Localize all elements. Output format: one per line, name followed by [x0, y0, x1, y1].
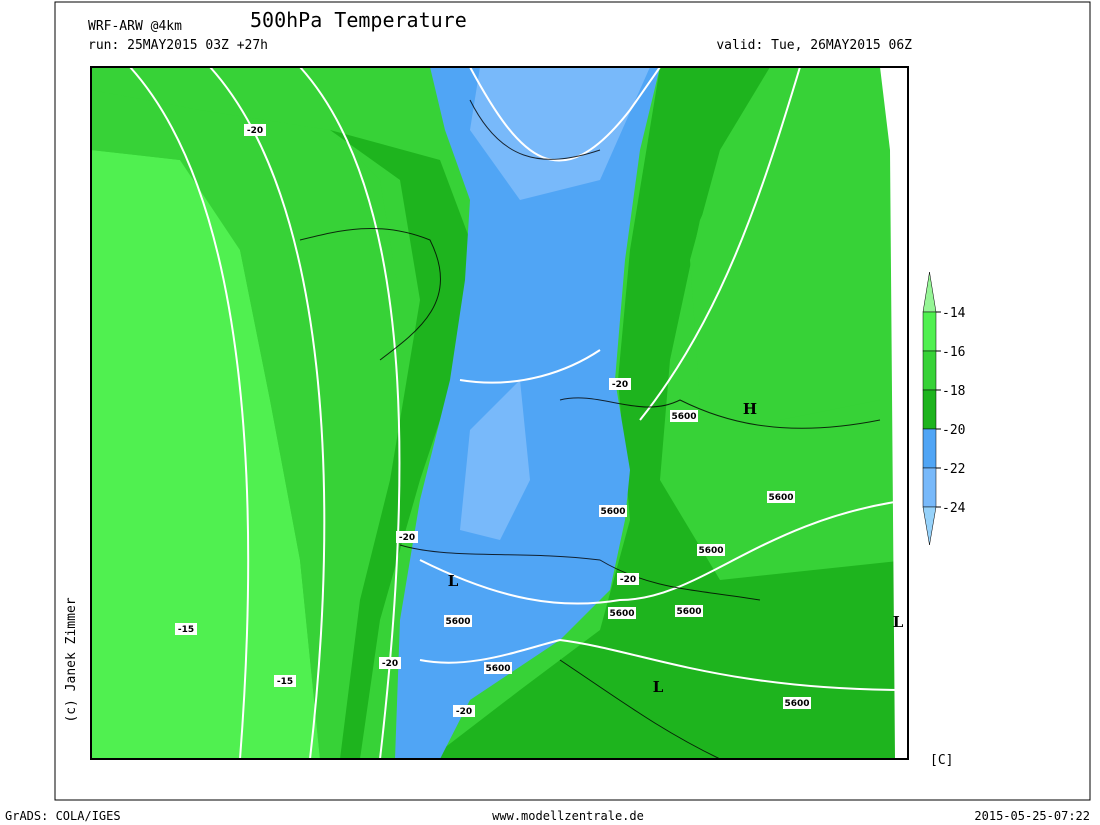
- colorbar-segment: [922, 350, 937, 391]
- contour-labels: -20 -20 -20 -20 -20 -20 -15 -15 5600 5600 5600 5600…: [175, 124, 904, 717]
- valid-label: valid: Tue, 26MAY2015 06Z: [716, 38, 912, 53]
- colorbar-cap: [922, 506, 937, 546]
- contour-label-box: [444, 615, 472, 627]
- contour-label-box: [608, 607, 636, 619]
- contour-label-box: [783, 697, 811, 709]
- contour-label: -15: [178, 625, 194, 635]
- contour-label: 5600: [768, 493, 793, 503]
- pressure-center: L: [653, 678, 664, 696]
- colorbar-label: -14: [942, 306, 966, 321]
- contour-label-box: [244, 124, 266, 136]
- title: 500hPa Temperature: [250, 8, 467, 32]
- contour-label: 5600: [600, 507, 625, 517]
- contour-label: 5600: [784, 699, 809, 709]
- contour-label-box: [379, 657, 401, 669]
- footer-site: www.modellzentrale.de: [492, 809, 644, 823]
- colorbar-label: -16: [942, 345, 965, 360]
- contour-label-box: [617, 573, 639, 585]
- colorbar: -14 -16 -18 -20 -22 -24: [922, 271, 966, 546]
- contour-label-box: [609, 378, 631, 390]
- credit: (c) Janek Zimmer: [64, 597, 79, 722]
- colorbar-label: -18: [942, 384, 965, 399]
- contour-label: 5600: [485, 664, 510, 674]
- contour-label-box: [274, 675, 296, 687]
- contour-label: -20: [456, 707, 472, 717]
- colorbar-segment: [922, 311, 937, 352]
- contour-label-box: [484, 662, 512, 674]
- contour-label: 5600: [609, 609, 634, 619]
- colorbar-label: -20: [942, 423, 965, 438]
- contour-label: 5600: [676, 607, 701, 617]
- contour-label: 5600: [698, 546, 723, 556]
- pressure-center: L: [893, 613, 904, 631]
- map-area: [90, 66, 909, 760]
- contour-label: -15: [277, 677, 293, 687]
- colorbar-label: -22: [942, 462, 965, 477]
- contour-label-box: [599, 505, 627, 517]
- contour-label: -20: [382, 659, 398, 669]
- contour-label: -20: [612, 380, 628, 390]
- footer-timestamp: 2015-05-25-07:22: [974, 809, 1090, 823]
- colorbar-label: -24: [942, 501, 966, 516]
- contour-label-box: [767, 491, 795, 503]
- run-label: run: 25MAY2015 03Z +27h: [88, 38, 268, 53]
- contour-label: 5600: [671, 412, 696, 422]
- pressure-center: L: [448, 572, 459, 590]
- contour-label: -20: [620, 575, 636, 585]
- contour-label-box: [175, 623, 197, 635]
- pressure-center: H: [743, 400, 757, 418]
- contour-label-box: [675, 605, 703, 617]
- footer-software: GrADS: COLA/IGES: [5, 809, 121, 823]
- colorbar-unit: [C]: [930, 753, 953, 768]
- contour-label: 5600: [445, 617, 470, 627]
- contour-label-box: [670, 410, 698, 422]
- colorbar-segment: [922, 389, 937, 430]
- contour-label: -20: [247, 126, 263, 136]
- model-label: WRF-ARW @4km: [88, 19, 182, 34]
- colorbar-segment: [922, 428, 937, 469]
- contour-label-box: [453, 705, 475, 717]
- contour-label-box: [697, 544, 725, 556]
- contour-label: -20: [399, 533, 415, 543]
- colorbar-segment: [922, 467, 937, 508]
- contour-label-box: [396, 531, 418, 543]
